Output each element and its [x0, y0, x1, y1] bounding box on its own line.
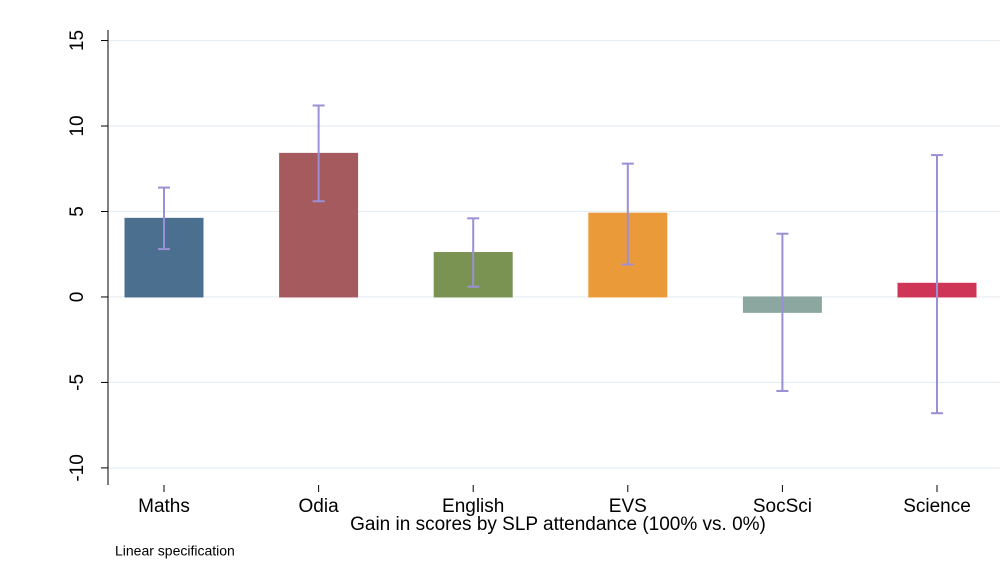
y-tick-label: 15	[67, 30, 88, 51]
x-tick-label: SocSci	[753, 496, 812, 517]
note: Linear specification	[115, 543, 235, 559]
x-tick-label: Science	[903, 496, 971, 517]
x-tick-label: English	[442, 496, 504, 517]
x-tick-label: Maths	[138, 496, 190, 517]
y-tick-label: 0	[67, 292, 88, 303]
y-tick-label: 5	[67, 206, 88, 217]
x-axis-title: Gain in scores by SLP attendance (100% v…	[350, 514, 766, 535]
x-tick-label: EVS	[609, 496, 647, 517]
x-tick-label: Odia	[299, 496, 340, 517]
y-tick-label: -5	[67, 374, 88, 391]
y-tick-label: -10	[67, 454, 88, 481]
y-tick-label: 10	[67, 115, 88, 136]
